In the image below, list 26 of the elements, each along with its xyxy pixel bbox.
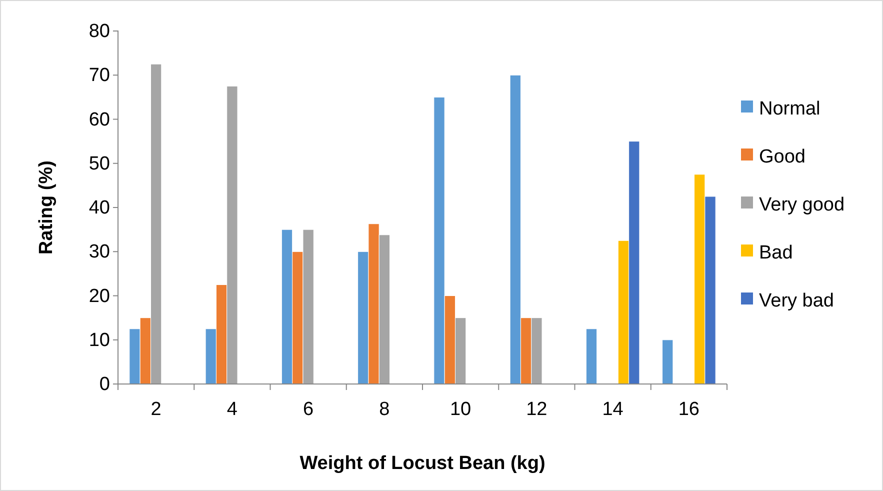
legend-label: Bad <box>759 242 793 264</box>
y-tick-label: 10 <box>88 330 110 351</box>
x-tick-label: 12 <box>526 399 548 420</box>
y-tick-label: 40 <box>88 198 110 219</box>
y-tick-label: 80 <box>88 21 110 42</box>
y-tick-label: 0 <box>99 374 110 396</box>
y-tick-label: 30 <box>88 242 110 263</box>
bar <box>586 328 598 384</box>
x-tick-label: 4 <box>226 399 238 420</box>
legend-label: Very good <box>759 194 845 216</box>
y-axis-title: Rating (%) <box>36 160 57 254</box>
x-axis-title: Weight of Locust Bean (kg) <box>300 453 546 474</box>
y-tick-label: 70 <box>88 65 110 86</box>
bar <box>662 340 674 384</box>
x-tick-label: 8 <box>379 399 390 420</box>
x-tick-label: 14 <box>602 399 624 420</box>
y-tick-label: 60 <box>88 109 110 130</box>
x-tick-label: 16 <box>678 399 700 420</box>
x-tick-label: 6 <box>303 399 314 420</box>
y-tick-label: 20 <box>88 286 110 307</box>
y-tick-label: 50 <box>88 153 110 174</box>
x-tick-label: 10 <box>450 399 472 420</box>
legend-label: Good <box>759 146 806 168</box>
legend-label: Very bad <box>759 290 834 312</box>
x-tick-label: 2 <box>150 399 162 420</box>
legend-label: Normal <box>759 98 820 120</box>
